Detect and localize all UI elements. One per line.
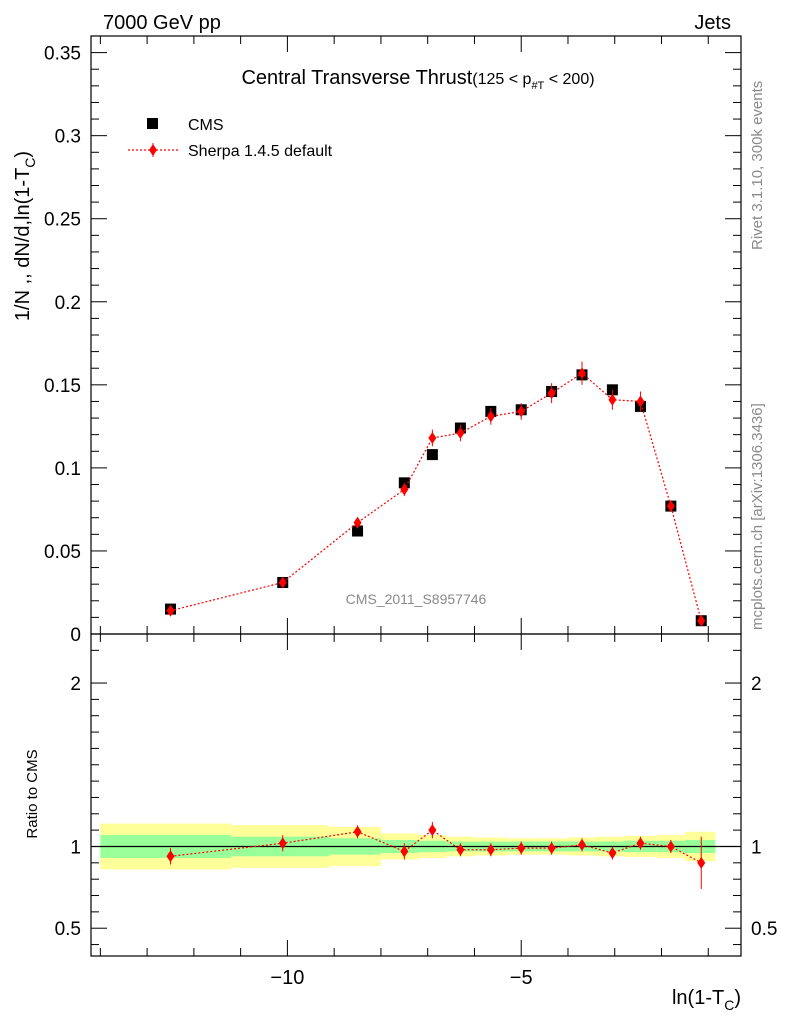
sherpa-data-point	[547, 387, 556, 400]
ratio-data-point	[428, 824, 437, 837]
sherpa-data-point	[456, 427, 465, 440]
ratio-tick-label: 2	[70, 674, 81, 695]
ratio-data-point	[578, 838, 587, 851]
x-tick-label: −10	[270, 967, 304, 989]
ratio-data-point	[636, 837, 645, 850]
sherpa-data-point	[278, 576, 287, 589]
ratio-data-point	[278, 837, 287, 850]
legend-marker-sherpa	[149, 144, 157, 156]
ratio-tick-label-right: 1	[751, 837, 762, 858]
ratio-data-point	[547, 842, 556, 855]
y-tick-label: 0	[70, 625, 81, 646]
ratio-data-point	[400, 845, 409, 858]
sherpa-data-point	[517, 405, 526, 418]
sherpa-line	[170, 372, 702, 621]
sherpa-data-point	[636, 395, 645, 408]
ratio-data-point	[486, 843, 495, 856]
sherpa-data-point	[486, 410, 495, 423]
chart-title: Central Transverse Thrust(125 < p#T < 20…	[241, 67, 594, 92]
sherpa-data-point	[608, 393, 617, 406]
ratio-data-point	[517, 842, 526, 855]
sherpa-data-point	[428, 431, 437, 444]
rivet-label: Rivet 3.1.10, 300k events	[749, 81, 766, 250]
sherpa-data-point	[697, 614, 706, 627]
cms-data-point	[352, 525, 364, 537]
y-tick-label: 0.3	[55, 127, 81, 148]
ratio-data-point	[666, 840, 675, 853]
sherpa-data-point	[578, 367, 587, 380]
y-axis-label: 1/N ,, dN/d,ln(1-TC)	[12, 151, 38, 321]
legend: CMS Sherpa 1.4.5 default	[128, 117, 333, 160]
sherpa-data-point	[400, 483, 409, 496]
ratio-data-point	[608, 847, 617, 860]
ratio-axis-label: Ratio to CMS	[24, 749, 41, 838]
ratio-data-point	[456, 843, 465, 856]
main-plot-panel: 0 0.05 0.1 0.15 0.2 0.25 0.3 0.35	[44, 35, 742, 646]
y-tick-label: 0.1	[55, 459, 81, 480]
legend-label-cms: CMS	[188, 117, 224, 134]
ratio-line	[170, 829, 702, 864]
process-label: Jets	[694, 12, 731, 34]
beam-label: 7000 GeV pp	[103, 12, 221, 34]
ratio-tick-label-right: 2	[751, 674, 762, 695]
ratio-tick-label: 1	[70, 837, 81, 858]
cms-data-point	[426, 449, 438, 461]
sherpa-data-point	[666, 500, 675, 513]
y-tick-label: 0.25	[44, 210, 81, 231]
x-tick-label: −5	[510, 967, 533, 989]
y-tick-label: 0.2	[55, 293, 81, 314]
ratio-plot-frame	[90, 633, 742, 957]
ratio-data-point	[353, 825, 362, 838]
sherpa-data-point	[353, 516, 362, 529]
legend-label-sherpa: Sherpa 1.4.5 default	[188, 143, 333, 160]
ratio-data-point	[697, 856, 706, 869]
analysis-label: CMS_2011_S8957746	[346, 591, 487, 607]
y-tick-label: 0.15	[44, 376, 81, 397]
x-axis-label: ln(1-TC)	[672, 987, 741, 1013]
ratio-data-point	[166, 850, 175, 863]
ratio-tick-label: 0.5	[55, 919, 81, 940]
y-tick-label: 0.05	[44, 542, 81, 563]
ratio-plot-panel: −10 −5 0.5 0.5 1 1 2 2	[55, 633, 777, 989]
mcplots-label: mcplots.cern.ch [arXiv:1306.3436]	[749, 403, 766, 630]
legend-marker-cms	[147, 118, 158, 129]
sherpa-data-point	[166, 604, 175, 617]
y-tick-label: 0.35	[44, 44, 81, 65]
ratio-tick-label-right: 0.5	[751, 919, 777, 940]
